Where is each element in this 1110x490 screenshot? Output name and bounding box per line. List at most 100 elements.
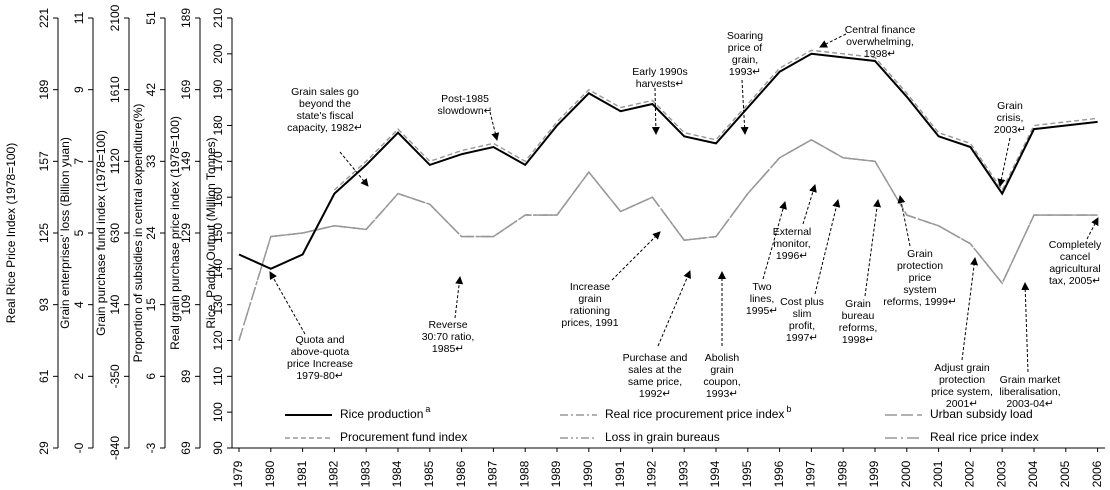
x-tick-label: 1997 — [804, 460, 818, 487]
annotation-text: 1992↵ — [639, 388, 671, 400]
y-tick-label: 130 — [211, 294, 225, 314]
annotation-text: 1985↵ — [432, 343, 464, 355]
y-tick-label: 2100 — [108, 4, 122, 31]
annotation-text: Central finance — [845, 24, 916, 36]
y-tick-label: 69 — [179, 441, 193, 455]
legend-text: Real rice price index — [930, 430, 1039, 444]
annotation-text: above-quota — [291, 346, 350, 358]
annotation-arrow — [864, 199, 882, 297]
y-tick-label: 140 — [211, 259, 225, 279]
annotation-text: rationing — [570, 305, 610, 317]
annotation-arrow — [961, 257, 979, 361]
y-tick-label: 170 — [211, 151, 225, 171]
y-axis-title: Real Rice Price Index (1978=100) — [4, 143, 18, 323]
series-line — [333, 49, 1098, 192]
annotation-arrow — [997, 137, 1011, 187]
annotation-arrow — [897, 195, 911, 247]
annotation-text: slowdown↵ — [438, 105, 493, 117]
annotation-text: liberalisation, — [999, 386, 1060, 398]
legend-footnote: a — [425, 404, 430, 414]
y-tick-label: 1610 — [108, 76, 122, 103]
y-tick-label: 109 — [179, 294, 193, 314]
y-axis-title: Real grain purchase price index (1978=10… — [168, 116, 182, 350]
x-tick-label: 1993 — [676, 460, 690, 487]
annotation-text: monitor, — [773, 238, 810, 250]
y-tick-label: 4 — [72, 301, 86, 308]
annotation-text: Completely — [1049, 239, 1102, 251]
x-tick-label: 1995 — [740, 460, 754, 487]
y-tick-label: 190 — [211, 79, 225, 99]
annotation-text: price of — [728, 42, 763, 54]
annotation-text: coupon, — [703, 376, 740, 388]
annotation-text: Reverse — [428, 319, 467, 331]
annotation-arrow — [611, 231, 661, 281]
annotation-text: Adjust grain — [934, 362, 990, 374]
y-tick-label: 24 — [144, 226, 158, 240]
annotation-text: 1993↵ — [706, 388, 738, 400]
legend-text: Real rice procurement price index — [605, 407, 784, 421]
annotation-arrow — [339, 151, 369, 187]
annotation-arrow — [1021, 282, 1030, 373]
y-tick-label: 93 — [37, 298, 51, 312]
annotation-text: Grain — [997, 100, 1023, 112]
y-tick-label: 7 — [72, 158, 86, 165]
y-tick-label: 11 — [72, 11, 86, 24]
x-tick-label: 1998 — [835, 460, 849, 487]
annotation-text: agricultural — [1049, 263, 1100, 275]
y-tick-label: 630 — [108, 223, 122, 243]
annotation-text: 2001↵ — [946, 398, 978, 410]
annotation-text: cancel — [1060, 251, 1090, 263]
legend-label: Real rice price index — [930, 430, 1039, 444]
x-tick-label: 1988 — [517, 460, 531, 487]
annotation-text: profit, — [789, 320, 815, 332]
x-tick-label: 2004 — [1026, 460, 1040, 487]
annotation-text: Grain — [907, 248, 933, 260]
annotation-text: 1996↵ — [776, 250, 808, 262]
annotation-arrow — [819, 33, 847, 48]
annotation-text: Grain — [845, 298, 871, 310]
annotation-arrow — [802, 184, 817, 225]
annotation-text: protection — [939, 374, 985, 386]
annotation-text: price Increase — [287, 358, 353, 370]
series-line — [270, 138, 1098, 285]
y-tick-label: 125 — [37, 223, 51, 243]
legend-label: Loss in grain bureaus — [605, 430, 720, 444]
legend-label: Procurement fund index — [340, 430, 467, 444]
annotation-text: Soaring — [727, 30, 763, 42]
annotation-arrow — [651, 87, 660, 135]
annotation-text: crisis, — [997, 112, 1024, 124]
annotation-arrow — [269, 271, 306, 335]
x-tick-label: 1984 — [390, 460, 404, 487]
x-tick-label: 1991 — [613, 460, 627, 487]
y-tick-label: 210 — [211, 8, 225, 28]
annotation-text: protection — [897, 260, 943, 272]
annotation-text: Cost plus — [780, 296, 824, 308]
annotation-text: Quota and — [295, 334, 344, 346]
annotation-text: Grain sales go — [291, 86, 359, 98]
annotation-text: beyond the — [299, 98, 351, 110]
annotation-text: Two — [752, 281, 771, 293]
annotation-text: reforms, 1999↵ — [883, 296, 957, 308]
annotation-arrow — [657, 270, 691, 347]
y-axis-title: Grain enterprises' loss (Billion yuan) — [58, 137, 72, 329]
y-axis-title: Rice, Paddy Output (Million Tonnes) — [204, 137, 218, 328]
annotation-text: Abolish — [705, 352, 740, 364]
annotation-text: slim — [793, 308, 812, 320]
y-tick-label: 90 — [211, 441, 225, 455]
x-tick-label: 1996 — [772, 460, 786, 487]
annotation-text: grain — [710, 364, 734, 376]
annotation-text: prices, 1991 — [561, 317, 618, 329]
annotation-text: 1997↵ — [786, 332, 818, 344]
annotation-arrow — [454, 276, 464, 319]
annotation-text: grain — [578, 293, 602, 305]
annotation-text: bureau — [842, 310, 875, 322]
annotation-text: grain, — [732, 54, 758, 66]
annotation-text: system — [903, 284, 937, 296]
y-tick-label: 150 — [211, 223, 225, 243]
annotation-text: Grain market — [1000, 374, 1061, 386]
y-tick-label: 100 — [211, 402, 225, 422]
annotation-text: state's fiscal — [297, 110, 354, 122]
annotation-text: price system, — [931, 386, 993, 398]
legend-text: Loss in grain bureaus — [605, 430, 720, 444]
legend-label: Real rice procurement price index b — [605, 404, 791, 421]
